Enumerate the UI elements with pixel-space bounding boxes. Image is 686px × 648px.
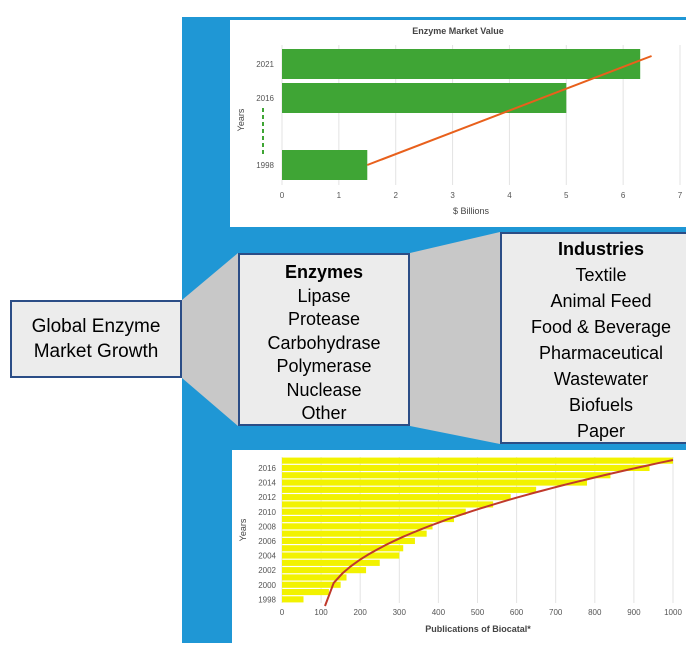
- y-tick-label: 2016: [256, 94, 274, 103]
- x-tick-label: 500: [471, 608, 485, 617]
- x-tick-label: 7: [678, 191, 683, 200]
- x-tick-label: 800: [588, 608, 602, 617]
- x-tick-label: 0: [280, 608, 285, 617]
- y-tick-label: 1998: [256, 161, 274, 170]
- x-tick-label: 6: [621, 191, 626, 200]
- market-value-chart: Enzyme Market Value 2021 2016 1998 0 1 2 3 4 5 6 7 $…: [236, 26, 683, 216]
- enzyme-item: Lipase: [297, 285, 351, 306]
- y-tick-label: 2004: [258, 552, 276, 561]
- bar: [282, 501, 494, 508]
- bar: [282, 150, 368, 180]
- enzyme-item: Polymerase: [276, 356, 372, 376]
- y-tick-label: 2008: [258, 522, 276, 531]
- bar: [282, 588, 329, 596]
- left-connector-trapezoid: [182, 253, 238, 426]
- y-tick-label: 2012: [258, 493, 276, 502]
- trend-curve: [324, 459, 674, 607]
- right-connector-trapezoid: [410, 232, 500, 444]
- y-tick-label: 2010: [258, 508, 276, 517]
- bar: [282, 581, 341, 588]
- x-tick-label: 600: [510, 608, 524, 617]
- enzyme-item: Protease: [287, 309, 361, 329]
- bar: [282, 523, 433, 530]
- industry-item: Biofuels: [568, 395, 634, 415]
- bar: [282, 479, 587, 486]
- y-tick-label: 2014: [258, 479, 276, 488]
- x-tick-label: 100: [314, 608, 328, 617]
- enzyme-item: Nuclease: [286, 379, 362, 400]
- bar: [282, 83, 567, 113]
- y-tick-label: 2021: [256, 60, 274, 69]
- bar: [282, 464, 650, 472]
- enzymes-title: Enzymes: [284, 262, 364, 282]
- bar: [282, 472, 611, 479]
- trend-line: [366, 55, 652, 166]
- industries-title: Industries: [557, 239, 645, 259]
- enzymes-box: Enzymes Lipase Protease Carbohydrase Pol…: [238, 253, 410, 426]
- bar: [282, 545, 404, 552]
- x-tick-label: 700: [549, 608, 563, 617]
- industry-item: Pharmaceutical: [538, 343, 664, 363]
- bar: [282, 486, 537, 493]
- y-tick-label: 2006: [258, 537, 276, 546]
- bar: [282, 596, 304, 603]
- industries-box: Industries Textile Animal Feed Food & Be…: [500, 232, 686, 444]
- x-tick-label: 5: [564, 191, 569, 200]
- x-tick-label: 400: [432, 608, 446, 617]
- bar: [282, 537, 415, 545]
- y-axis-label: Years: [236, 108, 246, 131]
- x-tick-label: 200: [354, 608, 368, 617]
- x-tick-label: 1: [337, 191, 342, 200]
- market-value-chart-panel: Enzyme Market Value 2021 2016 1998 0 1 2 3 4 5 6 7 $…: [230, 20, 686, 227]
- x-tick-label: 3: [450, 191, 455, 200]
- bar: [282, 567, 367, 574]
- x-tick-label: 1000: [664, 608, 682, 617]
- bar: [282, 574, 347, 581]
- chart-title: Enzyme Market Value: [412, 26, 504, 36]
- bar: [282, 508, 466, 515]
- bar: [282, 530, 427, 537]
- y-axis-label: Years: [238, 518, 248, 541]
- x-tick-label: 900: [627, 608, 641, 617]
- bar: [282, 49, 641, 79]
- global-label-line2: Market Growth: [33, 341, 159, 362]
- global-enzyme-market-box: Global Enzyme Market Growth: [10, 300, 182, 378]
- x-tick-label: 2: [393, 191, 398, 200]
- enzyme-item: Other: [301, 403, 347, 423]
- x-axis-label: Publications of Biocatal*: [425, 624, 531, 634]
- bar: [282, 457, 673, 464]
- industry-item: Textile: [575, 265, 627, 285]
- enzyme-item: Carbohydrase: [267, 332, 381, 353]
- global-label-line1: Global Enzyme: [31, 316, 161, 337]
- y-tick-label: 2016: [258, 464, 276, 473]
- x-axis-label: $ Billions: [453, 206, 490, 216]
- bar: [282, 494, 511, 501]
- y-tick-label: 2002: [258, 566, 276, 575]
- x-tick-label: 300: [393, 608, 407, 617]
- publications-chart: 2016201420122010200820062004200220001998…: [238, 457, 682, 634]
- industry-item: Animal Feed: [550, 291, 652, 311]
- bar: [282, 552, 400, 559]
- bar: [282, 515, 455, 523]
- publications-chart-panel: 2016 2014 2012 2010 2008 2006 2004 2002 2000 1998…: [232, 450, 686, 643]
- industry-item: Paper: [576, 421, 626, 441]
- x-tick-label: 4: [507, 191, 512, 200]
- industry-item: Food & Beverage: [530, 317, 672, 337]
- y-tick-label: 2000: [258, 581, 276, 590]
- bar: [282, 559, 380, 566]
- x-tick-label: 0: [280, 191, 285, 200]
- industry-item: Wastewater: [553, 369, 649, 389]
- y-tick-label: 1998: [258, 595, 276, 604]
